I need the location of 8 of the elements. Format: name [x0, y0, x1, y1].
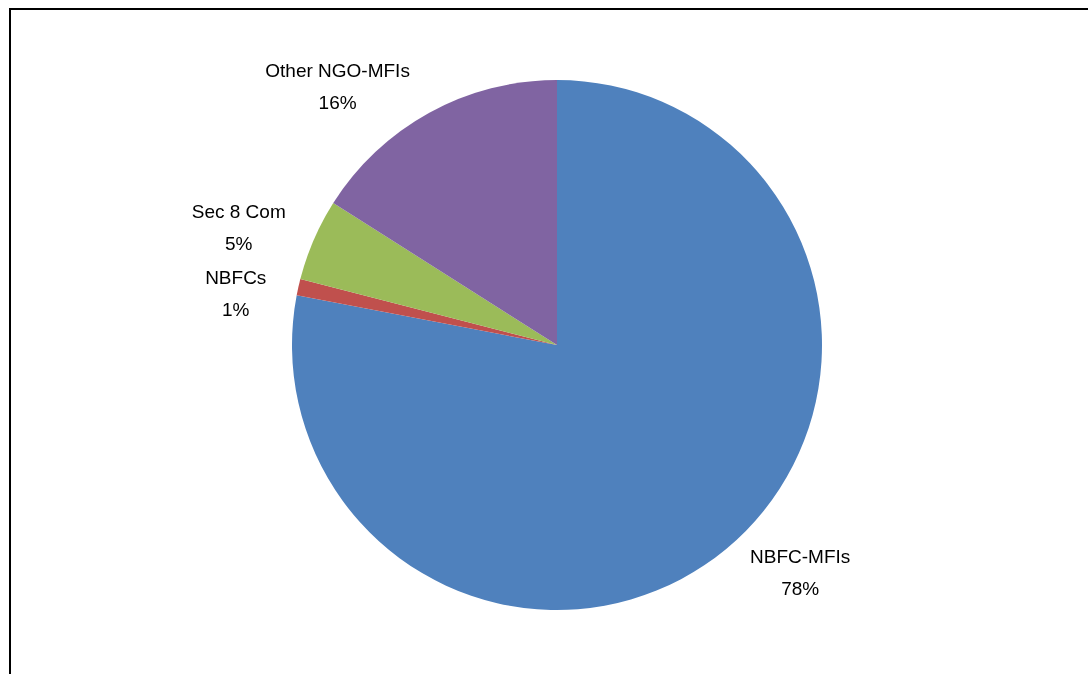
- slice-label: NBFCs: [205, 267, 267, 289]
- slice-label: NBFC-MFIs: [750, 545, 851, 567]
- slice-label: Other NGO-MFIs: [265, 59, 410, 81]
- data-label: 78%: [781, 577, 820, 599]
- data-label: 16%: [318, 91, 357, 113]
- data-label: 5%: [224, 233, 253, 255]
- slice-label: Sec 8 Com: [191, 201, 286, 223]
- data-label: 1%: [222, 299, 250, 321]
